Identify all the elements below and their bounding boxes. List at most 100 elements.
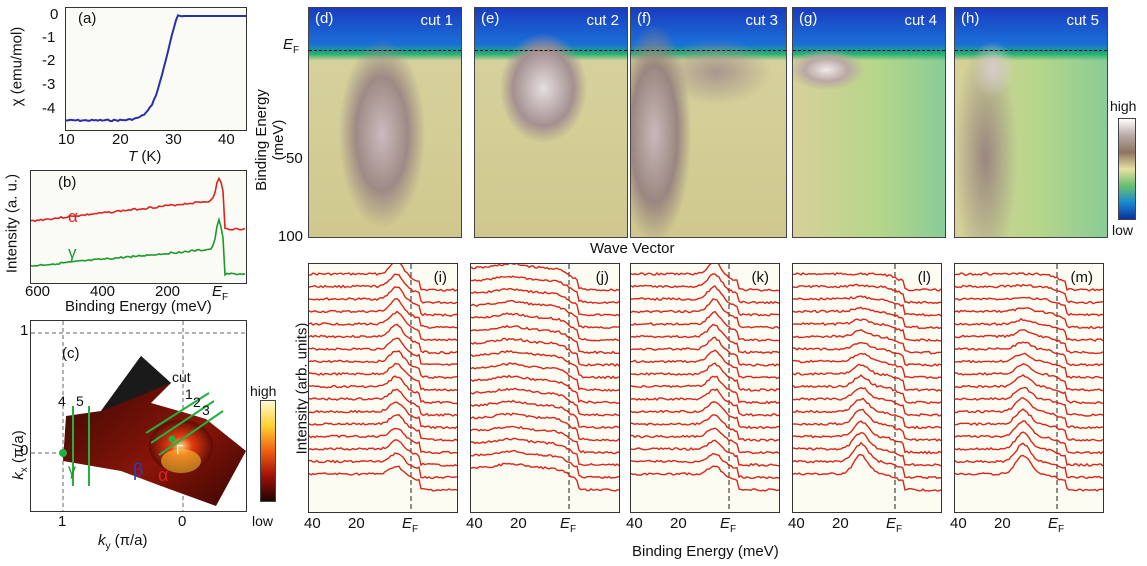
edc-curve [792,318,941,342]
edc-curve [308,273,458,305]
a-xtick-2: 30 [165,131,182,148]
edc-curve [954,420,1104,455]
a-ytick-0: 0 [50,6,59,23]
edc-curve [470,337,620,367]
c-scale-low: low [252,513,274,529]
edc-curve [630,310,780,342]
edc-xtick-20: 20 [348,515,365,532]
edc-curve [470,449,620,479]
a-xlabel: T (K) [128,148,162,165]
edc-curve [630,401,779,430]
panel-c-plot [30,320,247,512]
edc-xtick-40: 40 [626,515,643,532]
panel-b-plot [30,170,247,284]
a-ytick-4: -4 [42,100,56,117]
edc-xtick-20: 20 [510,515,527,532]
edc-curve [308,427,458,455]
c-ytick-1: 0 [20,442,29,459]
arpes-cut-label: cut 1 [420,12,453,29]
edc-curve [630,452,780,480]
ef-dashed-line [955,50,1107,51]
arpes-ef: EF [283,36,300,56]
b-ef: EF [212,283,229,303]
a-ytick-2: -2 [42,52,56,69]
fermi-surface-map [31,321,246,511]
edc-curve [954,396,1104,430]
c-cut-word: cut [172,369,191,385]
arpes-xlabel: Wave Vector [590,240,675,257]
edc-curve [308,362,458,392]
edc-curve [308,465,458,492]
edc-curve [792,431,942,467]
edc-ef-label: EF [720,515,737,535]
arpes-scale-high: high [1110,98,1137,114]
arpes-panel-letter: (d) [315,10,334,27]
edc-panel-3: (k) [630,260,780,513]
edc-curve [792,441,942,480]
c-alpha-label: α [158,465,169,485]
edc-curve [630,465,780,492]
edc-xlabel: Binding Energy (meV) [632,543,779,560]
edc-ef-label: EF [402,515,419,535]
edc-xtick-40: 40 [950,515,967,532]
edc-curve [954,283,1104,305]
panel-c-letter: (c) [62,345,80,362]
edc-curve [470,387,620,417]
edc-curve [630,414,780,442]
edc-curve [630,298,780,330]
arpes-panel-4: (g) cut 4 [792,7,946,238]
a-xtick-1: 20 [112,131,129,148]
edc-curve [308,401,458,430]
arpes-cut-label: cut 2 [586,12,619,29]
arpes-panel-letter: (e) [481,10,500,27]
c-colorbar [260,400,276,502]
edc-curve [470,312,620,342]
edc-curve [955,408,1104,442]
edc-curve [308,337,458,367]
edc-curve [630,362,780,392]
edc-curves [954,264,1104,512]
chi-curve [65,14,246,123]
edc-curve [470,262,620,292]
arpes-panel-letter: (h) [961,10,980,27]
panel-a-letter: (a) [78,10,97,27]
edc-curve [308,310,458,342]
b-xtick-0: 600 [25,283,51,300]
panel-b-ylabel: Intensity (a. u.) [3,173,21,274]
edc-panel-2: (j) [470,262,620,513]
edc-curve [954,341,1104,367]
edc-curve [470,275,620,305]
arpes-ytick-50: 50 [286,150,303,167]
edc-panel-letter: (k) [751,269,770,286]
edc-curve [954,386,1104,417]
edc-panel-letter: (j) [595,269,609,286]
ef-dashed-line [793,50,945,51]
edc-curve [470,299,620,330]
edc-curve [630,336,780,367]
edc-curve [954,454,1103,492]
edc-curve [630,284,780,317]
edc-curve [470,412,620,442]
edc-curve [630,273,780,305]
edc-curve [470,324,619,355]
edc-panel-4: (l) [792,263,942,513]
arpes-panel-5: (h) cut 5 [954,7,1108,238]
edc-curve [792,341,942,367]
arpes-panel-2: (e) cut 2 [474,7,628,238]
edc-curve [792,352,942,380]
ef-dashed-line [631,50,786,51]
arpes-panel-3: (f) cut 3 [630,7,787,238]
edc-xtick-20: 20 [832,515,849,532]
edc-curve [792,386,942,417]
a-ytick-3: -3 [42,76,56,93]
edc-curves [630,260,780,512]
edc-curve [309,260,458,292]
edc-curves [470,262,620,512]
edc-curve [954,296,1104,317]
edc-curve [308,439,458,467]
edc-curve [630,388,780,417]
edc-curve [792,408,942,442]
edc-curve [308,298,458,329]
arpes-panel-1: (d) cut 1 [308,7,462,238]
edc-curves [308,260,458,512]
